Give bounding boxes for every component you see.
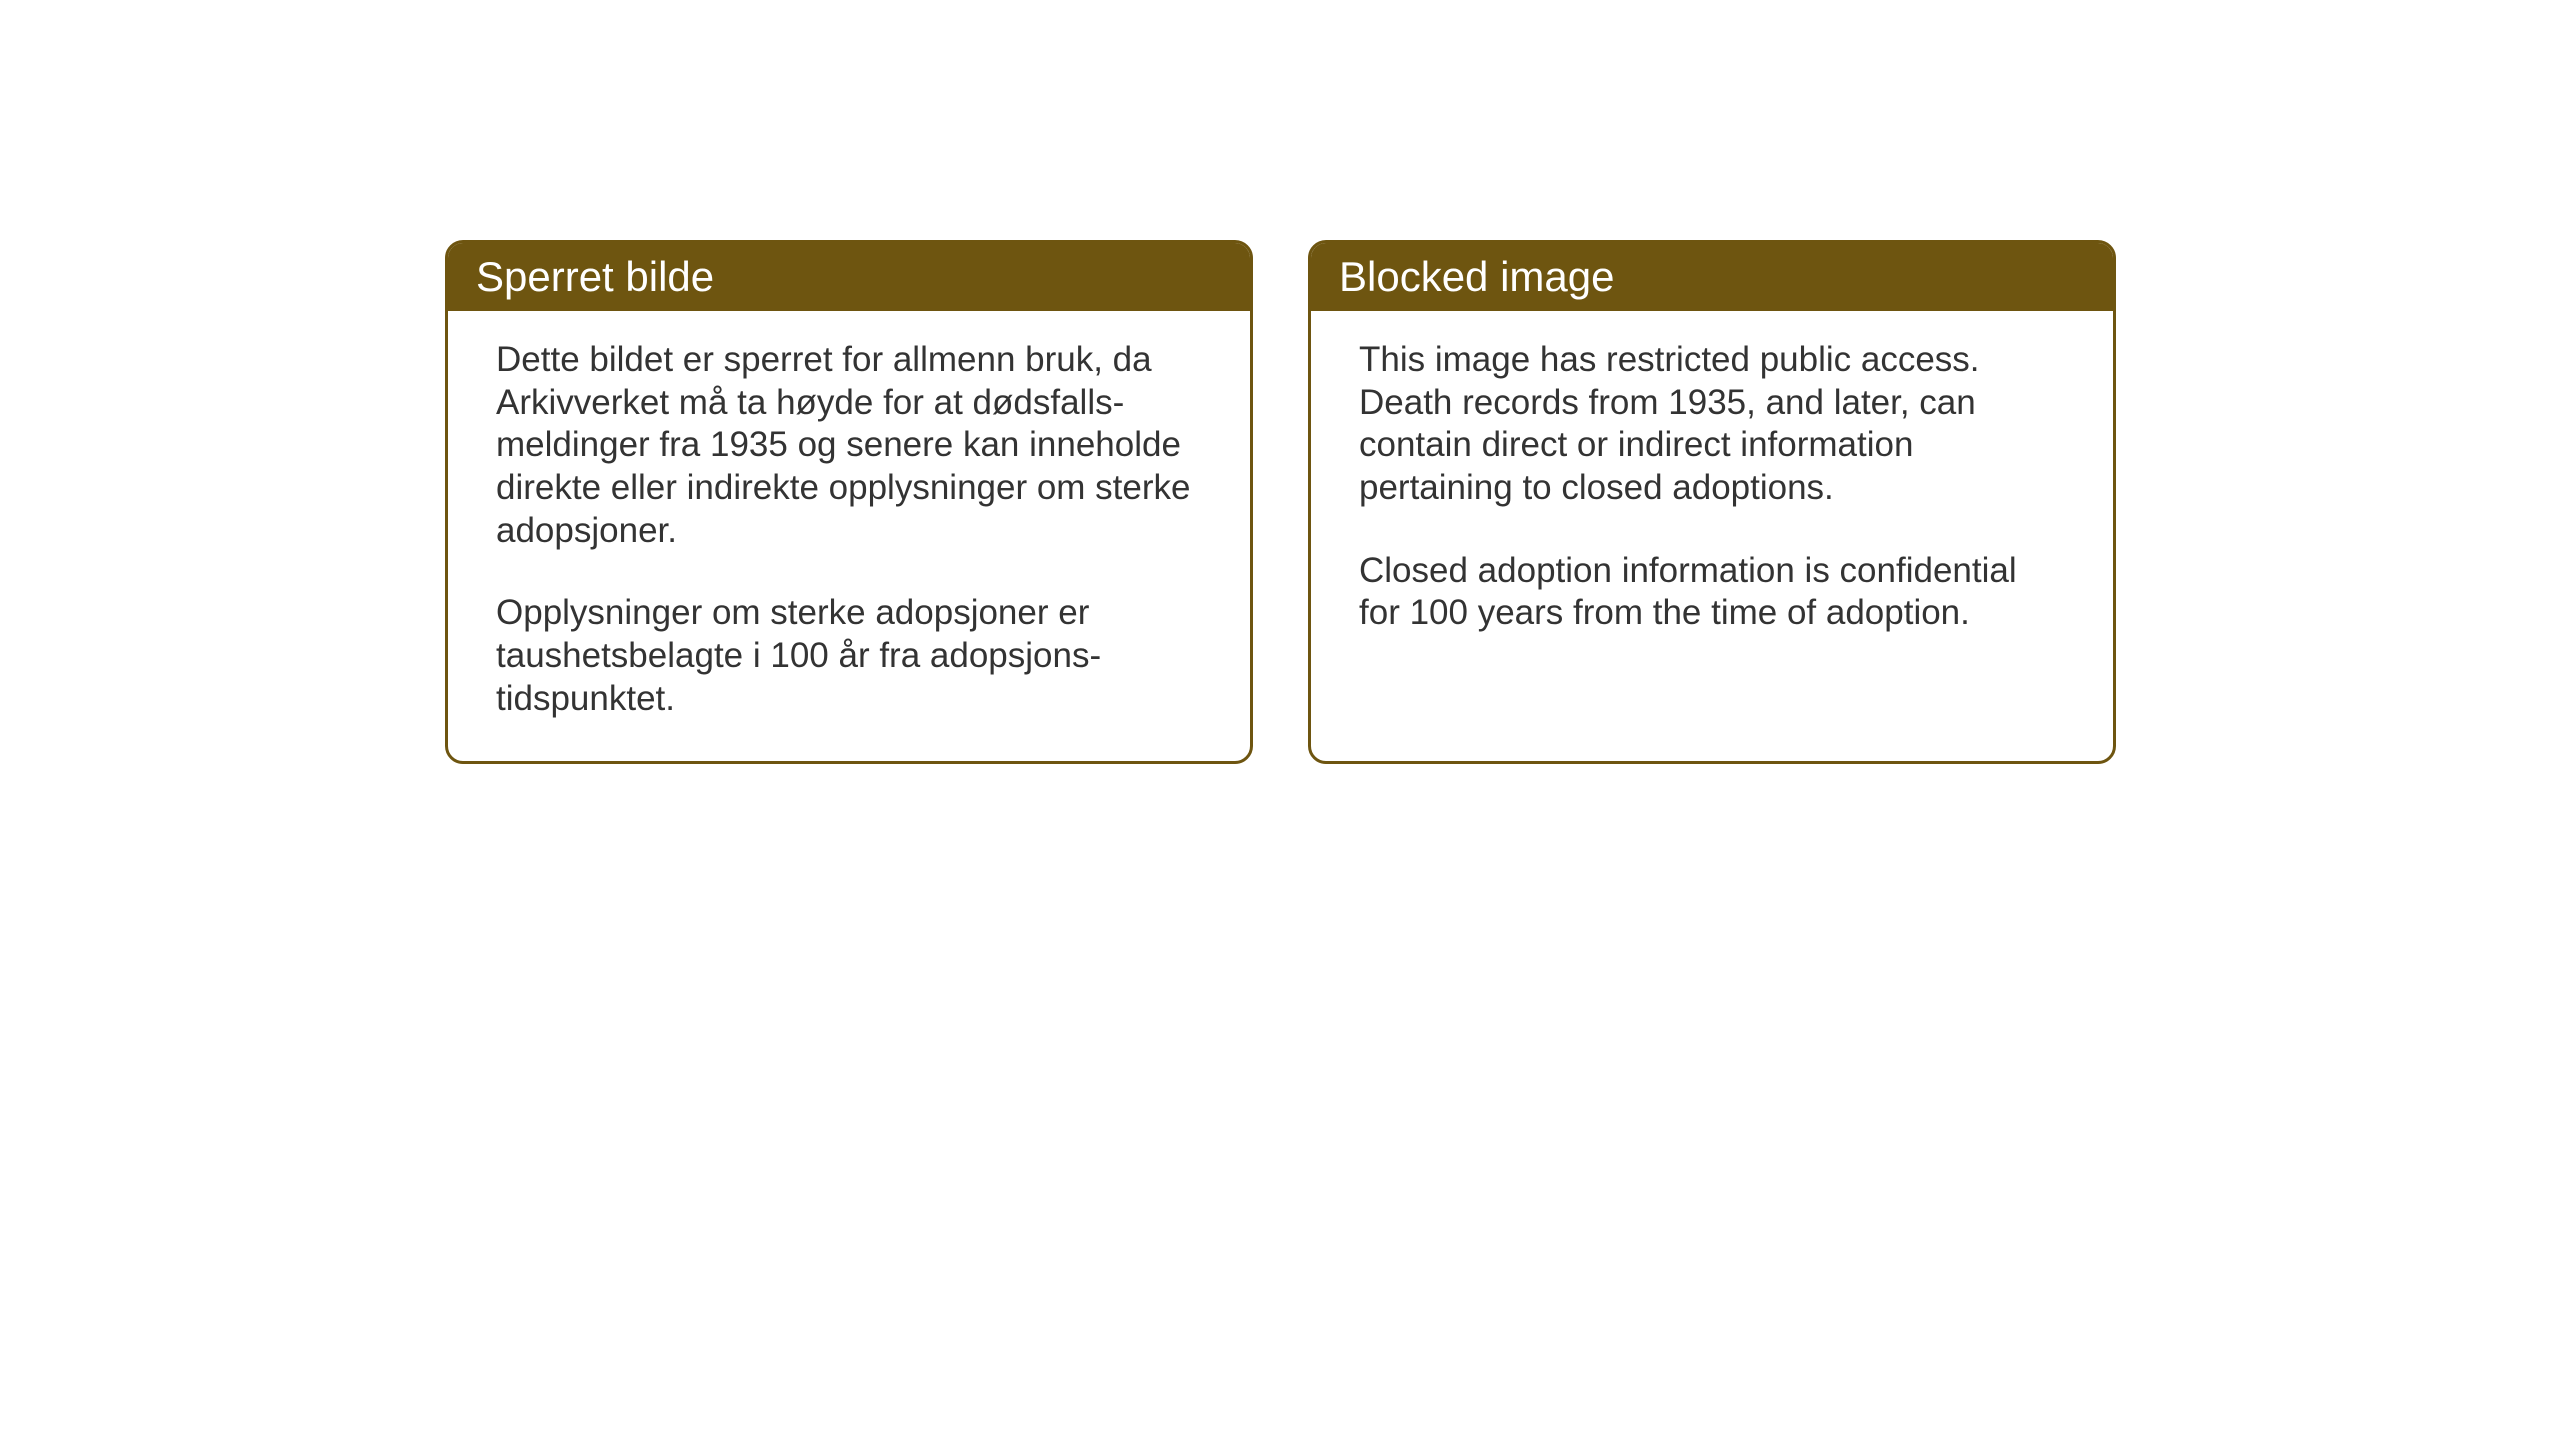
card-paragraph-english-1: This image has restricted public access.… [1359, 339, 2065, 510]
card-title-norwegian: Sperret bilde [476, 253, 714, 300]
notice-card-english: Blocked image This image has restricted … [1308, 240, 2116, 764]
card-body-english: This image has restricted public access.… [1311, 311, 2113, 675]
card-paragraph-english-2: Closed adoption information is confident… [1359, 550, 2065, 635]
card-header-norwegian: Sperret bilde [448, 243, 1250, 311]
card-body-norwegian: Dette bildet er sperret for allmenn bruk… [448, 311, 1250, 761]
card-header-english: Blocked image [1311, 243, 2113, 311]
card-title-english: Blocked image [1339, 253, 1614, 300]
card-paragraph-norwegian-1: Dette bildet er sperret for allmenn bruk… [496, 339, 1202, 552]
card-paragraph-norwegian-2: Opplysninger om sterke adopsjoner er tau… [496, 592, 1202, 720]
notice-card-norwegian: Sperret bilde Dette bildet er sperret fo… [445, 240, 1253, 764]
notice-container: Sperret bilde Dette bildet er sperret fo… [445, 240, 2116, 764]
